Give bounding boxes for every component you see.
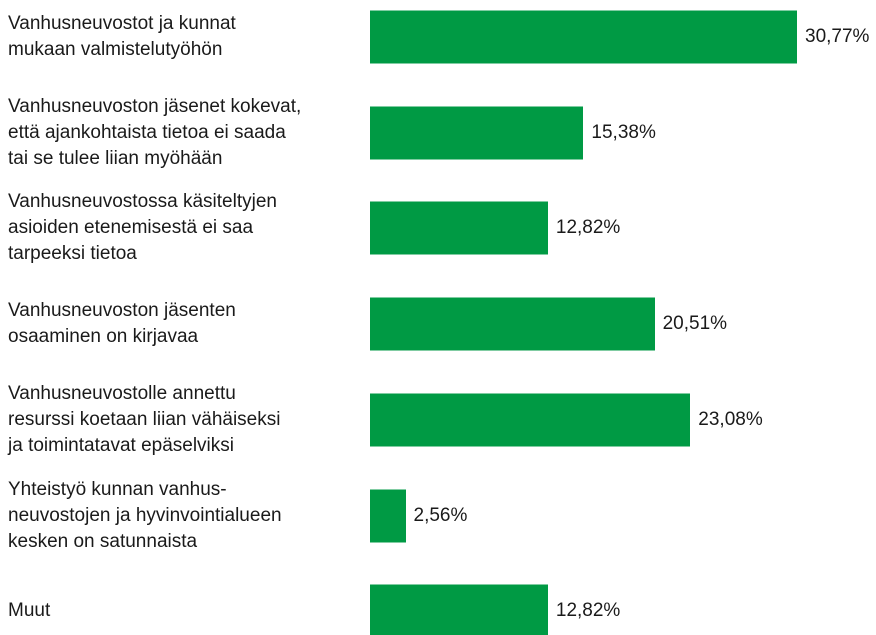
category-label: Vanhusneuvoston jäsenet kokevat, että aj…: [8, 95, 302, 169]
category-label: Vanhusneuvostossa käsiteltyjen asioiden …: [8, 191, 277, 265]
bar: [370, 106, 584, 160]
bar: [370, 489, 406, 542]
value-label: 12,82%: [555, 217, 621, 239]
value-label: 15,38%: [591, 121, 656, 143]
value-label: 30,77%: [805, 26, 870, 47]
bar: [370, 297, 655, 351]
value-label: 20,51%: [662, 313, 728, 335]
category-label: Vanhusneuvoston jäsenten osaaminen on ki…: [8, 300, 236, 348]
bar: [370, 10, 797, 64]
category-label: Yhteistyö kunnan vanhus- neuvostojen ja …: [8, 478, 282, 552]
bar: [370, 584, 548, 635]
bar: [370, 201, 548, 255]
category-label: Vanhusneuvostolle annettu resurssi koeta…: [8, 382, 281, 456]
value-label: 2,56%: [413, 504, 468, 526]
value-label: 23,08%: [698, 408, 763, 430]
value-label: 12,82%: [555, 600, 621, 622]
bar: [370, 393, 691, 447]
category-label: Muut: [8, 600, 51, 622]
category-label: Vanhusneuvostot ja kunnat mukaan valmist…: [8, 13, 236, 60]
